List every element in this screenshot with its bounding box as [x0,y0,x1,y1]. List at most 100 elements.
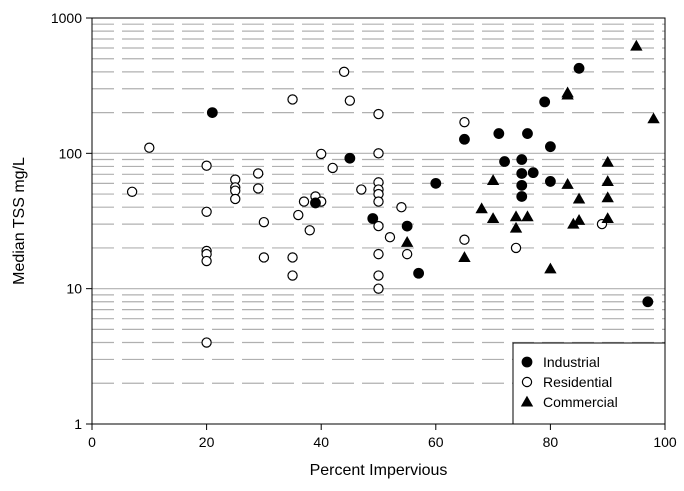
y-axis-title: Median TSS mg/L [11,157,28,285]
legend-label-industrial: Industrial [543,354,600,370]
data-point-residential [287,252,298,263]
data-point-commercial [601,155,614,167]
data-point-residential [201,206,212,217]
data-point-industrial [516,154,528,165]
data-point-commercial [544,262,557,274]
data-point-residential [298,196,310,207]
data-point-commercial [572,192,586,204]
data-point-commercial [521,210,534,222]
data-point-industrial [516,191,528,202]
x-tick-label: 20 [199,434,215,450]
data-point-industrial [642,296,654,308]
data-point-industrial [413,267,425,279]
data-point-residential [396,201,407,213]
data-point-residential [304,225,315,236]
data-point-industrial [367,213,379,224]
data-point-commercial [486,212,500,224]
data-point-industrial [516,168,528,179]
data-points [126,39,660,348]
data-point-commercial [647,112,660,124]
data-point-industrial [493,128,505,139]
legend-box [512,342,666,425]
data-point-residential [373,196,384,207]
data-point-commercial [572,213,586,225]
data-point-commercial [400,236,414,247]
data-point-residential [252,168,264,179]
data-point-residential [144,142,155,153]
data-point-residential [293,209,304,221]
y-tick-label: 1 [74,416,82,432]
legend-marker-industrial [521,356,533,368]
data-point-commercial [601,191,614,203]
data-point-residential [258,216,270,228]
data-point-residential [373,220,384,232]
x-tick-label: 100 [653,434,677,450]
legend: Industrial Residential Commercial [512,342,666,425]
data-point-residential [459,116,470,128]
data-point-residential [401,248,413,260]
x-tick-label: 40 [313,434,329,450]
data-point-industrial [499,156,510,167]
data-point-industrial [545,176,556,187]
data-point-commercial [475,202,488,214]
data-point-residential [373,248,384,260]
series-industrial [206,62,654,308]
data-point-industrial [430,177,442,189]
data-point-residential [230,193,241,205]
data-point-commercial [601,212,614,224]
data-point-residential [126,186,138,197]
data-point-residential [510,242,522,254]
data-point-commercial [601,175,614,186]
data-point-industrial [573,62,585,74]
data-point-residential [344,95,356,106]
data-point-residential [327,162,338,174]
legend-label-commercial: Commercial [543,394,618,410]
data-point-residential [316,148,327,160]
data-point-residential [201,160,212,171]
data-point-industrial [401,220,413,232]
data-point-commercial [458,251,471,263]
legend-marker-residential [521,376,533,388]
data-point-industrial [344,152,356,164]
data-point-residential [373,148,384,159]
data-point-residential [287,270,298,281]
data-point-residential [356,184,367,195]
plot-frame [91,17,666,425]
data-point-residential [258,252,270,263]
data-point-commercial [561,86,574,98]
legend-label-residential: Residential [543,374,612,390]
data-point-industrial [516,179,528,191]
x-axis-title: Percent Impervious [310,462,448,479]
x-tick-label: 60 [428,434,444,450]
data-point-residential [287,94,298,105]
series-residential [126,66,608,348]
data-point-residential [384,232,396,243]
data-point-commercial [509,210,523,222]
legend-marker-commercial [520,395,534,407]
data-point-residential [252,183,264,194]
y-tick-label: 100 [59,145,83,161]
data-point-commercial [630,39,643,51]
data-point-residential [201,337,212,348]
data-point-industrial [539,96,551,108]
series-commercial [400,39,660,274]
y-axis-ticks: 1 10 100 1000 [51,10,92,432]
data-point-industrial [545,141,556,153]
data-point-residential [373,270,384,281]
data-point-industrial [459,133,470,145]
data-point-residential [459,234,470,245]
data-point-residential [338,66,350,78]
y-tick-label: 10 [66,281,82,297]
data-point-industrial [206,107,218,118]
x-tick-label: 0 [88,434,96,450]
data-point-commercial [486,174,500,186]
data-point-commercial [561,178,574,189]
data-point-residential [373,283,384,294]
data-point-industrial [522,128,533,139]
data-point-residential [201,255,212,267]
data-point-residential [373,108,384,120]
data-point-commercial [509,221,523,233]
data-point-industrial [527,167,539,179]
x-axis-ticks: 0 20 40 60 80 100 [88,424,677,450]
